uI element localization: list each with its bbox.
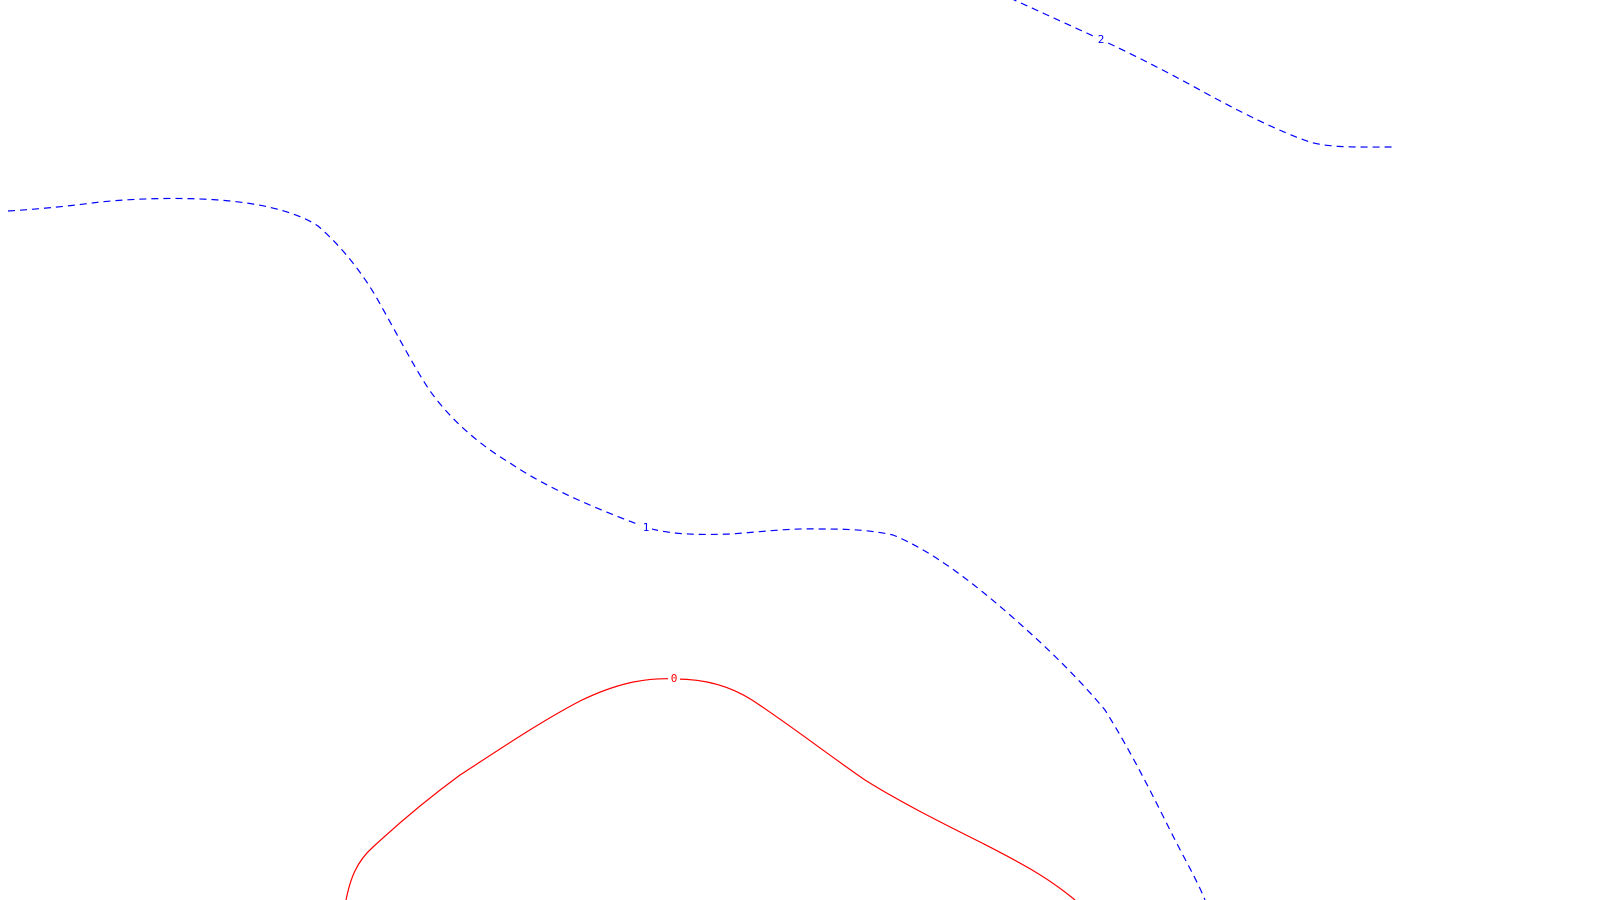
contour-label-level-2: 2	[1098, 33, 1105, 46]
contour-label-level-1: 1	[643, 521, 650, 534]
contour-label-bg-level-0	[668, 671, 680, 685]
contour-line-level-0	[345, 678, 1076, 900]
contour-line-level-1	[7, 197, 1206, 900]
contour-label-level-0: 0	[671, 672, 678, 685]
contour-label-bg-level-2	[1095, 32, 1107, 46]
contour-line-level-2	[1012, 0, 1396, 148]
contour-label-bg-level-1	[640, 520, 652, 534]
